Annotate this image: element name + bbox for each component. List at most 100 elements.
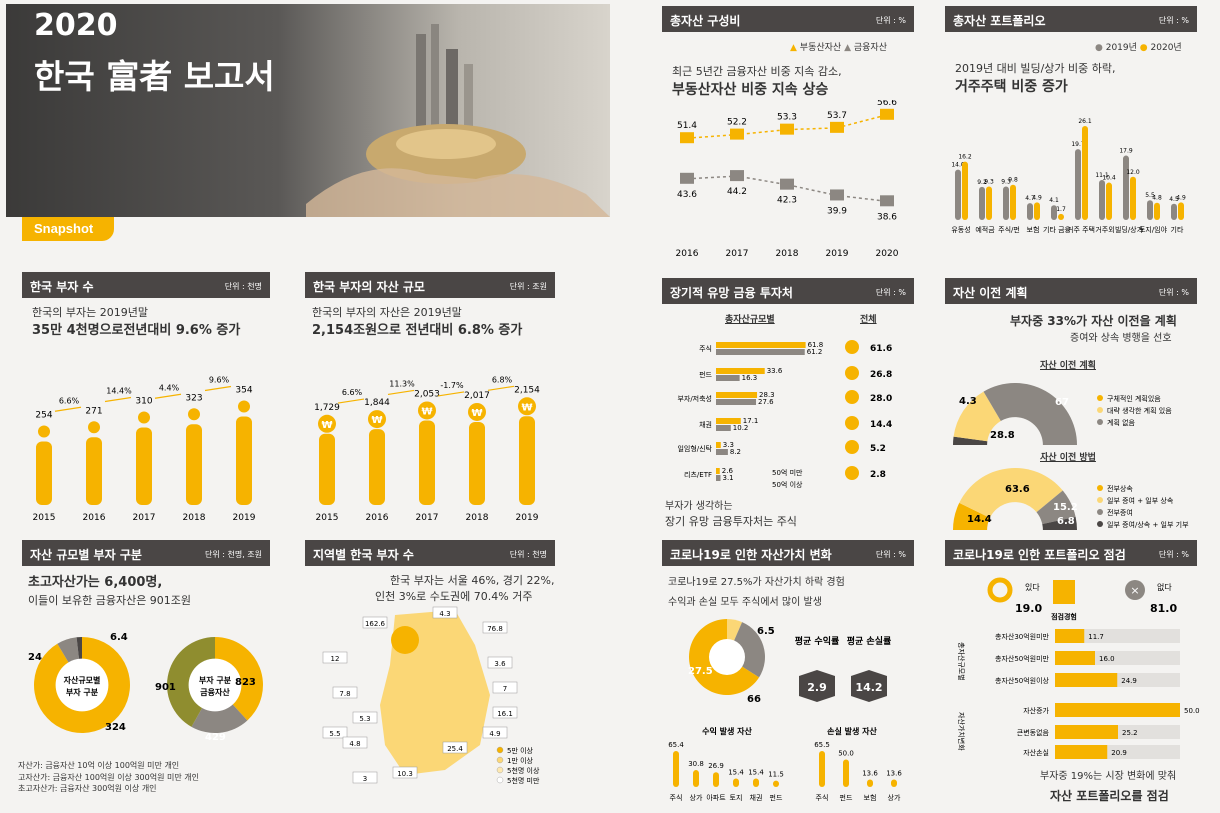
bar-value: 323	[185, 393, 202, 403]
bar	[1178, 202, 1184, 220]
semi-hole	[987, 502, 1043, 535]
bar	[1055, 745, 1108, 759]
growth-label: 6.8%	[492, 375, 513, 384]
bar	[716, 468, 720, 474]
person-icon	[38, 425, 50, 438]
tick-label: 2019	[233, 513, 256, 523]
panel-title: 코로나19로 인한 포트폴리오 점검	[953, 548, 1126, 562]
tick-label: 기타 금융	[1043, 225, 1072, 234]
region-value: 7.8	[339, 690, 350, 698]
panel-title: 총자산 포트폴리오	[953, 14, 1046, 28]
growth-label: 6.6%	[59, 396, 80, 405]
bar	[1075, 149, 1081, 220]
panel-header-rich-assets: 한국 부자의 자산 규모 단위 : 조원	[305, 272, 555, 298]
tick-label: 토지	[730, 793, 743, 802]
row-label: 채권	[699, 420, 712, 429]
legend-realestate: 부동산자산	[799, 43, 842, 53]
house-icon	[730, 170, 744, 182]
bar-value: 61.8	[808, 341, 824, 349]
no-glyph: ×	[1130, 584, 1139, 597]
donut-hole	[55, 658, 109, 712]
avg-gain-label: 평균 수익률	[795, 635, 840, 647]
tick-label: 2016	[366, 513, 389, 523]
donut-hole	[709, 639, 745, 675]
bar-value: 50.0	[838, 750, 854, 758]
legend-label: 5천명 이상	[507, 766, 540, 775]
legend-label: 일부 증여 + 일부 상속	[1107, 496, 1174, 505]
row-label: 펀드	[699, 370, 712, 379]
money-bag-icon	[845, 440, 859, 454]
p9-l2: 수익과 손실 모두 주식에서 많이 발생	[668, 597, 822, 608]
bar-value: 65.4	[668, 741, 684, 749]
donut-hole	[188, 658, 242, 712]
legend-dot	[1097, 395, 1103, 401]
tick-label: 주식	[670, 793, 683, 802]
bar-value: 1,844	[364, 398, 390, 408]
bar	[136, 427, 152, 505]
bar	[369, 429, 385, 505]
donut-center: 금융자산	[200, 687, 230, 697]
total-value: 14.4	[870, 420, 892, 430]
bar	[1010, 184, 1016, 220]
person-icon	[88, 421, 100, 434]
bar-value: 4.9	[1176, 194, 1186, 201]
bar-value: 27.6	[758, 398, 774, 406]
bar-value: 12.0	[1126, 169, 1140, 176]
bar	[773, 780, 779, 787]
bar-value: 15.4	[748, 769, 764, 777]
growth-label: -1.7%	[440, 381, 464, 390]
donut-center: 부자 구분	[66, 687, 99, 697]
sub-loss: 손실 발생 자산	[827, 726, 877, 736]
panel-header-covid-value: 코로나19로 인한 자산가치 변화 단위 : %	[662, 540, 914, 566]
row-label: 총자산30억원미만	[995, 632, 1050, 641]
bar	[716, 475, 721, 481]
bar-value: 20.9	[1111, 749, 1127, 757]
avg-badge	[799, 670, 835, 702]
bar	[1123, 155, 1129, 220]
tick-label: 2019	[516, 513, 539, 523]
region-value: 7	[503, 685, 507, 693]
bar	[1171, 203, 1177, 220]
bar	[1055, 651, 1095, 665]
bar	[979, 186, 985, 220]
legend-label: 구체적인 계획있음	[1107, 394, 1161, 403]
bar-value: 271	[85, 406, 102, 416]
slice-value: 4.3	[959, 396, 977, 407]
bar	[753, 778, 759, 787]
tick-label: 2017	[133, 513, 156, 523]
p5-l2: 장기 유망 금융투자처는 주식	[665, 515, 797, 528]
region-value: 4.3	[439, 610, 450, 618]
won-glyph: ₩	[471, 408, 482, 419]
sub-total: 전체	[860, 315, 877, 325]
hero-year: 2020	[34, 8, 118, 43]
unit-label: 단위 : 천명	[509, 550, 547, 559]
tick-label: 2016	[83, 513, 106, 523]
bar-value: 15.4	[728, 769, 744, 777]
sub-plan: 자산 이전 계획	[1040, 361, 1096, 371]
series-line	[686, 175, 888, 203]
growth-arrow	[487, 385, 515, 391]
row-label: 총자산50억원미만	[995, 654, 1050, 663]
tick-label: 2018	[183, 513, 206, 523]
bar-track	[1055, 629, 1180, 643]
panel-title: 자산 규모별 부자 구분	[30, 548, 142, 562]
tick-label: 펀드	[840, 793, 853, 802]
bar	[519, 416, 535, 505]
unit-label: 단위 : 천명, 조원	[204, 550, 262, 559]
note-1: 자산가: 금융자산 10억 이상 100억원 미만 개인	[18, 761, 180, 770]
row-label: 큰변동없음	[1017, 729, 1050, 737]
legend-dot	[1097, 407, 1103, 413]
bar	[819, 750, 825, 787]
panel-header-regional: 지역별 한국 부자 수 단위 : 천명	[305, 540, 555, 566]
row-label: 주식	[699, 344, 712, 353]
check-label: 점검경험	[1051, 612, 1077, 621]
bar	[716, 418, 741, 424]
note-3: 초고자산가: 금융자산 300억원 이상 개인	[18, 784, 157, 794]
seoul-region	[391, 626, 419, 654]
legend-dot	[496, 776, 504, 784]
group-label: 자산가치변화	[957, 712, 966, 751]
panel-header-rich-count: 한국 부자 수 단위 : 천명	[22, 272, 270, 298]
won-glyph: ₩	[371, 415, 382, 426]
p10-l1: 부자중 19%는 시장 변화에 맞춰	[1040, 771, 1177, 782]
bar	[716, 349, 805, 355]
